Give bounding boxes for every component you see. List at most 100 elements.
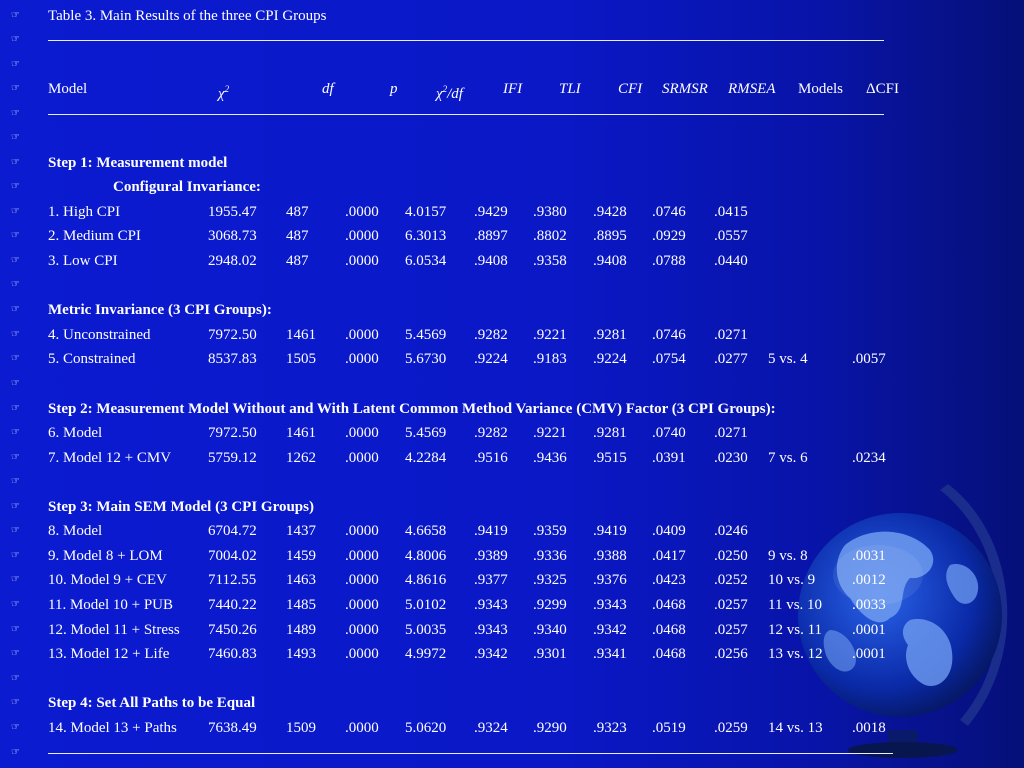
cell-tli: .9358 bbox=[533, 253, 567, 269]
pointing-hand-icon: ☞ bbox=[11, 574, 20, 585]
cell-srmsr: .0468 bbox=[652, 597, 686, 613]
cell-p: .0000 bbox=[345, 204, 379, 220]
cell-df: 1509 bbox=[286, 720, 316, 736]
divider bbox=[48, 753, 893, 754]
cell-models: 7 vs. 6 bbox=[768, 450, 808, 466]
pointing-hand-icon: ☞ bbox=[11, 673, 20, 684]
pointing-hand-icon: ☞ bbox=[11, 59, 20, 70]
cell-df: 1262 bbox=[286, 450, 316, 466]
divider bbox=[48, 114, 884, 115]
cell-rmsea: .0440 bbox=[714, 253, 748, 269]
cell-tli: .9325 bbox=[533, 572, 567, 588]
blank-line: ☞ bbox=[0, 273, 1024, 297]
pointing-hand-icon: ☞ bbox=[11, 353, 20, 364]
cell-p: .0000 bbox=[345, 351, 379, 367]
rule-line: ☞ bbox=[0, 102, 1024, 126]
cell-cfi: .9342 bbox=[593, 622, 627, 638]
cell-model: 5. Constrained bbox=[48, 351, 136, 367]
pointing-hand-icon: ☞ bbox=[11, 378, 20, 389]
header-dcfi: ΔCFI bbox=[866, 81, 899, 97]
cell-dcfi: .0018 bbox=[852, 720, 886, 736]
table-row: ☞ 5. Constrained 8537.83 1505 .0000 5.6730 .92… bbox=[0, 347, 1024, 371]
configural-heading: Configural Invariance: bbox=[113, 179, 261, 195]
blank-line: ☞ bbox=[0, 126, 1024, 150]
cell-model: 3. Low CPI bbox=[48, 253, 118, 269]
cell-cfi: .9343 bbox=[593, 597, 627, 613]
table-row: ☞ 10. Model 9 + CEV 7112.55 1463 .0000 4.8616… bbox=[0, 568, 1024, 592]
blank-line: ☞ bbox=[0, 372, 1024, 396]
cell-srmsr: .0391 bbox=[652, 450, 686, 466]
header-p: p bbox=[390, 81, 398, 97]
cell-chi2df: 4.6658 bbox=[405, 523, 447, 539]
pointing-hand-icon: ☞ bbox=[11, 108, 20, 119]
cell-df: 1459 bbox=[286, 548, 316, 564]
pointing-hand-icon: ☞ bbox=[11, 599, 20, 610]
cell-tli: .9299 bbox=[533, 597, 567, 613]
cell-df: 1485 bbox=[286, 597, 316, 613]
cell-p: .0000 bbox=[345, 523, 379, 539]
cell-ifi: .9389 bbox=[474, 548, 508, 564]
cell-srmsr: .0740 bbox=[652, 425, 686, 441]
cell-tli: .9436 bbox=[533, 450, 567, 466]
step2-heading: Step 2: Measurement Model Without and Wi… bbox=[48, 401, 776, 417]
header-cfi: CFI bbox=[618, 81, 643, 97]
cell-rmsea: .0246 bbox=[714, 523, 748, 539]
cell-models: 14 vs. 13 bbox=[768, 720, 823, 736]
table-row: ☞ 4. Unconstrained 7972.50 1461 .0000 5.4569.… bbox=[0, 323, 1024, 347]
cell-chi2: 5759.12 bbox=[208, 450, 257, 466]
cell-p: .0000 bbox=[345, 572, 379, 588]
cell-df: 1489 bbox=[286, 622, 316, 638]
rule-line: ☞ bbox=[0, 741, 1024, 765]
cell-models: 12 vs. 11 bbox=[768, 622, 823, 638]
step1-heading: Step 1: Measurement model bbox=[48, 155, 228, 171]
cell-chi2df: 4.2284 bbox=[405, 450, 447, 466]
cell-models: 11 vs. 10 bbox=[768, 597, 823, 613]
cell-rmsea: .0259 bbox=[714, 720, 748, 736]
header-models: Models bbox=[798, 81, 843, 97]
cell-p: .0000 bbox=[345, 646, 379, 662]
cell-rmsea: .0257 bbox=[714, 597, 748, 613]
rule-line: ☞ bbox=[0, 28, 1024, 52]
cell-p: .0000 bbox=[345, 597, 379, 613]
pointing-hand-icon: ☞ bbox=[11, 206, 20, 217]
cell-chi2df: 6.0534 bbox=[405, 253, 447, 269]
cell-tli: .9290 bbox=[533, 720, 567, 736]
table-row: ☞ 7. Model 12 + CMV 5759.12 1262 .0000 4.2284… bbox=[0, 446, 1024, 470]
cell-p: .0000 bbox=[345, 450, 379, 466]
cell-model: 10. Model 9 + CEV bbox=[48, 572, 167, 588]
cell-cfi: .9408 bbox=[593, 253, 627, 269]
cell-p: .0000 bbox=[345, 548, 379, 564]
pointing-hand-icon: ☞ bbox=[11, 279, 20, 290]
table-row: ☞ 6. Model 7972.50 1461 .0000 5.4569 .9282 .922… bbox=[0, 421, 1024, 445]
table-row: ☞ 9. Model 8 + LOM 7004.02 1459 .0000 4.8006.… bbox=[0, 544, 1024, 568]
cell-tli: .9340 bbox=[533, 622, 567, 638]
cell-df: 1505 bbox=[286, 351, 316, 367]
cell-rmsea: .0256 bbox=[714, 646, 748, 662]
divider bbox=[48, 40, 884, 41]
cell-chi2df: 5.0035 bbox=[405, 622, 447, 638]
cell-cfi: .9224 bbox=[593, 351, 627, 367]
cell-df: 1437 bbox=[286, 523, 316, 539]
cell-dcfi: .0031 bbox=[852, 548, 886, 564]
cell-cfi: .9419 bbox=[593, 523, 627, 539]
cell-chi2df: 4.8006 bbox=[405, 548, 447, 564]
blank-line: ☞ bbox=[0, 667, 1024, 691]
pointing-hand-icon: ☞ bbox=[11, 550, 20, 561]
cell-chi2: 1955.47 bbox=[208, 204, 257, 220]
cell-model: 9. Model 8 + LOM bbox=[48, 548, 163, 564]
cell-ifi: .9343 bbox=[474, 622, 508, 638]
cell-ifi: .8897 bbox=[474, 228, 508, 244]
cell-srmsr: .0788 bbox=[652, 253, 686, 269]
cell-chi2df: 4.0157 bbox=[405, 204, 447, 220]
cell-rmsea: .0257 bbox=[714, 622, 748, 638]
cell-tli: .9301 bbox=[533, 646, 567, 662]
cell-cfi: .9388 bbox=[593, 548, 627, 564]
cell-model: 13. Model 12 + Life bbox=[48, 646, 170, 662]
cell-model: 8. Model bbox=[48, 523, 103, 539]
pointing-hand-icon: ☞ bbox=[11, 697, 20, 708]
cell-rmsea: .0271 bbox=[714, 327, 748, 343]
cell-dcfi: .0057 bbox=[852, 351, 886, 367]
cell-model: 14. Model 13 + Paths bbox=[48, 720, 177, 736]
cell-chi2: 3068.73 bbox=[208, 228, 257, 244]
header-df: df bbox=[322, 81, 334, 97]
